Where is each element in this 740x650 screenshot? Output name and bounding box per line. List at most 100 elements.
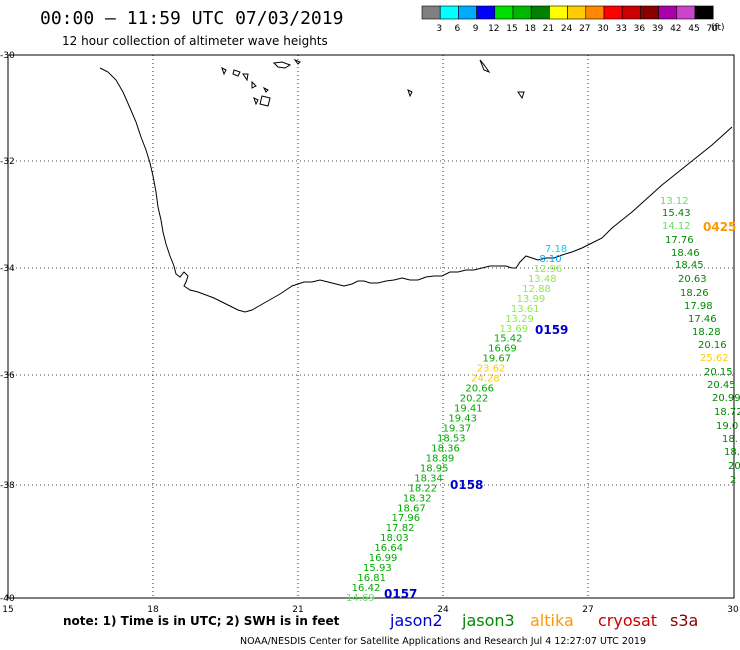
wave-height-label: 14.69 xyxy=(346,593,375,604)
colorbar-swatch xyxy=(549,5,568,20)
colorbar-swatch xyxy=(439,5,459,20)
lon-label: 24 xyxy=(437,605,449,615)
latitude-labels: -30 -32 -34 -36 -38 -40 xyxy=(0,51,15,604)
wave-height-label: 18.34 xyxy=(414,473,443,484)
lat-label: -30 xyxy=(0,51,15,61)
colorbar-swatch xyxy=(476,5,496,20)
wave-height-label: 17.82 xyxy=(386,523,415,534)
lon-label: 18 xyxy=(147,605,159,615)
wave-height-label: 25.62 xyxy=(700,353,729,364)
colorbar-swatch xyxy=(694,5,714,20)
wave-height-label: 15.93 xyxy=(363,563,392,574)
wave-height-label: 20.22 xyxy=(460,394,489,405)
colorbar-tick-label: 21 xyxy=(543,24,554,34)
wave-height-label: 16.42 xyxy=(352,583,381,594)
pass-label-0159: 0159 xyxy=(535,323,568,337)
colorbar-tick-label: 3 xyxy=(436,24,442,34)
colorbar-tick-label: 15 xyxy=(506,24,517,34)
wave-height-label: 16.99 xyxy=(369,553,398,564)
wave-height-label: 17.46 xyxy=(688,314,717,325)
wave-height-label: 13.12 xyxy=(660,196,689,207)
colorbar-tick-label: 39 xyxy=(652,24,664,34)
wave-height-label: 16.81 xyxy=(357,573,386,584)
colorbar-swatch xyxy=(603,5,623,20)
wave-height-label: 20 xyxy=(728,461,740,472)
wave-height-colorbar: 3 6 9 12 15 18 21 24 27 30 33 36 39 42 45 70 xyxy=(421,5,718,34)
wave-height-label: 13.99 xyxy=(517,294,546,305)
colorbar-tick-label: 30 xyxy=(597,24,609,34)
pass-label-0158: 0158 xyxy=(450,478,483,492)
wave-height-label: 18.26 xyxy=(680,288,709,299)
colorbar-swatch xyxy=(567,5,587,20)
wave-height-label: 2 xyxy=(730,475,736,486)
wave-height-label: 24.28 xyxy=(471,374,500,385)
legend-entry-s3a: s3a xyxy=(670,611,698,630)
wave-height-label: 19.43 xyxy=(448,414,477,425)
offshore-islands xyxy=(221,58,525,107)
wave-height-label: 18. xyxy=(722,434,738,445)
map-subtitle: 12 hour collection of altimeter wave hei… xyxy=(62,34,328,48)
colorbar-tick-label: 6 xyxy=(455,24,461,34)
legend-entry-altika: altika xyxy=(530,611,574,630)
colorbar-swatch xyxy=(458,5,477,20)
colorbar-tick-label: 45 xyxy=(688,24,699,34)
wave-height-label: 20.45 xyxy=(707,380,736,391)
wave-height-label: 20.15 xyxy=(704,367,733,378)
diagonal-satellite-track: 7.188.1012.9613.4812.8813.9913.6113.2913… xyxy=(346,244,567,604)
wave-height-label: 13.61 xyxy=(511,304,540,315)
south-africa-coastline xyxy=(99,67,733,313)
wave-height-label: 15.43 xyxy=(662,208,691,219)
footer-note: note: 1) Time is in UTC; 2) SWH is in fe… xyxy=(63,614,340,628)
wave-height-label: 18.67 xyxy=(397,503,426,514)
map-frame xyxy=(7,54,735,599)
wave-height-label: 18.53 xyxy=(437,433,466,444)
wave-height-label: 7.18 xyxy=(545,244,567,255)
wave-height-label: 20.16 xyxy=(698,340,727,351)
colorbar-tick-label: 36 xyxy=(634,24,646,34)
lat-label: -34 xyxy=(0,264,15,274)
wave-height-label: 8.10 xyxy=(539,254,561,265)
lon-label: 15 xyxy=(2,605,13,615)
wave-height-label: 19.67 xyxy=(482,354,511,365)
wave-height-label: 18.22 xyxy=(409,483,438,494)
wave-height-label: 19.0 xyxy=(716,421,738,432)
colorbar-swatch xyxy=(530,5,550,20)
lat-label: -40 xyxy=(0,594,15,604)
wave-height-label: 12.88 xyxy=(522,284,551,295)
colorbar-tick-label: 70 xyxy=(706,24,718,34)
legend-entry-jason3: jason3 xyxy=(461,611,515,630)
wave-height-label: 17.96 xyxy=(391,513,420,524)
wave-height-label: 16.69 xyxy=(488,344,517,355)
colorbar-tick-label: 33 xyxy=(615,24,626,34)
lat-label: -36 xyxy=(0,371,15,381)
wave-height-label: 15.42 xyxy=(494,334,523,345)
wave-height-label: 18.03 xyxy=(380,533,409,544)
colorbar-swatch xyxy=(676,5,696,20)
colorbar-swatch xyxy=(512,5,532,20)
satellite-legend: jason2 jason3 altika cryosat s3a xyxy=(389,611,698,630)
wave-height-label: 23.62 xyxy=(477,364,506,375)
colorbar-swatch xyxy=(494,5,514,20)
colorbar-tick-label: 18 xyxy=(524,24,536,34)
wave-height-label: 20.63 xyxy=(678,274,707,285)
wave-height-label: 13.48 xyxy=(528,274,557,285)
wave-height-label: 13.29 xyxy=(505,314,534,325)
wave-height-label: 14.12 xyxy=(662,221,691,232)
lon-label: 30 xyxy=(727,605,739,615)
colorbar-tick-label: 12 xyxy=(488,24,499,34)
wave-height-label: 18.32 xyxy=(403,493,432,504)
lon-label: 27 xyxy=(582,605,593,615)
wave-height-label: 18.45 xyxy=(675,260,704,271)
pass-label-0425: 0425 xyxy=(703,220,736,234)
wave-height-label: 17.98 xyxy=(684,301,713,312)
wave-height-label: 13.69 xyxy=(500,324,529,335)
pass-label-0157: 0157 xyxy=(384,587,417,601)
colorbar-tick-label: 9 xyxy=(473,24,479,34)
wave-height-label: 18.72 xyxy=(714,407,740,418)
wave-height-label: 20.66 xyxy=(465,384,494,395)
colorbar-swatch xyxy=(421,5,441,20)
wave-height-label: 19.41 xyxy=(454,404,483,415)
longitude-labels: 15 18 21 24 27 30 xyxy=(2,605,739,615)
